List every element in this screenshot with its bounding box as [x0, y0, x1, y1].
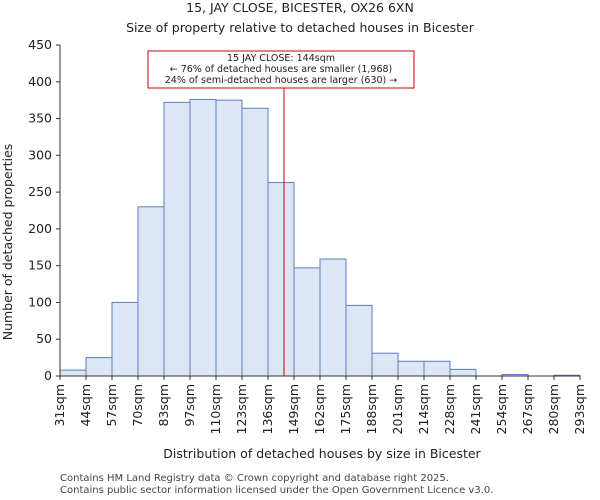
bar-123sqm — [241, 107, 269, 377]
bar-97sqm — [189, 98, 217, 377]
bar-31sqm — [59, 369, 87, 377]
y-tick-label: 150 — [28, 258, 52, 273]
x-tick-label: 97sqm — [182, 384, 197, 427]
y-tick-label: 400 — [28, 74, 52, 89]
annotation-line-1: 15 JAY CLOSE: 144sqm — [227, 53, 335, 64]
y-tick-label: 200 — [28, 221, 52, 236]
x-tick-label: 70sqm — [130, 384, 145, 427]
bar-188sqm — [371, 352, 399, 377]
x-tick-label: 136sqm — [260, 384, 275, 434]
x-tick-label: 280sqm — [546, 384, 561, 434]
bar-83sqm — [163, 101, 191, 377]
y-tick-label: 0 — [44, 368, 52, 383]
bar-136sqm — [267, 182, 295, 377]
bar-44sqm — [85, 357, 113, 377]
x-tick-label: 228sqm — [442, 384, 457, 434]
x-axis-label: Distribution of detached houses by size … — [163, 446, 481, 461]
x-tick-label: 188sqm — [364, 384, 379, 434]
x-tick-label: 123sqm — [234, 384, 249, 434]
annotation-line-3: 24% of semi-detached houses are larger (… — [165, 75, 398, 86]
bar-175sqm — [345, 304, 373, 377]
x-tick-label: 254sqm — [494, 384, 509, 434]
bar-57sqm — [111, 301, 139, 377]
y-tick-label: 50 — [36, 331, 52, 346]
y-tick-label: 100 — [28, 294, 52, 309]
x-tick-label: 214sqm — [416, 384, 431, 434]
x-tick-label: 31sqm — [52, 384, 67, 427]
x-tick-label: 110sqm — [208, 384, 223, 434]
x-tick-label: 149sqm — [286, 384, 301, 434]
x-tick-label: 162sqm — [312, 384, 327, 434]
x-tick-label: 175sqm — [338, 384, 353, 434]
bar-228sqm — [449, 368, 477, 377]
x-tick-label: 57sqm — [104, 384, 119, 427]
annotation-frame — [147, 50, 415, 89]
x-axis-ticks: 31sqm 44sqm 57sqm 70sqm 83sqm 97sqm 110sqm 123s… — [52, 376, 587, 434]
x-tick-label: 201sqm — [390, 384, 405, 434]
bar-214sqm — [423, 360, 451, 377]
bar-110sqm — [215, 99, 243, 377]
footer-licence: Contains public sector information licen… — [60, 485, 494, 496]
x-tick-label: 44sqm — [78, 384, 93, 427]
y-tick-label: 250 — [28, 184, 52, 199]
bar-162sqm — [319, 258, 347, 377]
chart-subtitle: Size of property relative to detached ho… — [126, 20, 475, 35]
y-tick-label: 300 — [28, 147, 52, 162]
chart-title: 15, JAY CLOSE, BICESTER, OX26 6XN — [186, 0, 414, 15]
y-axis-ticks: 0 50 100 150 200 250 300 350 400 450 — [28, 37, 60, 383]
x-tick-label: 83sqm — [156, 384, 171, 427]
x-tick-label: 293sqm — [572, 384, 587, 434]
x-tick-label: 267sqm — [520, 384, 535, 434]
bar-70sqm — [137, 206, 165, 377]
bar-149sqm — [293, 267, 321, 377]
y-tick-label: 450 — [28, 37, 52, 52]
footer-copyright: Contains HM Land Registry data © Crown c… — [60, 473, 449, 484]
y-tick-label: 350 — [28, 111, 52, 126]
annotation-box: 15 JAY CLOSE: 144sqm ← 76% of detached h… — [147, 50, 415, 89]
annotation-line-2: ← 76% of detached houses are smaller (1,… — [170, 64, 393, 75]
bar-201sqm — [397, 360, 425, 377]
x-tick-label: 241sqm — [468, 384, 483, 434]
bars — [59, 98, 581, 377]
y-axis-label: Number of detached properties — [0, 144, 15, 341]
